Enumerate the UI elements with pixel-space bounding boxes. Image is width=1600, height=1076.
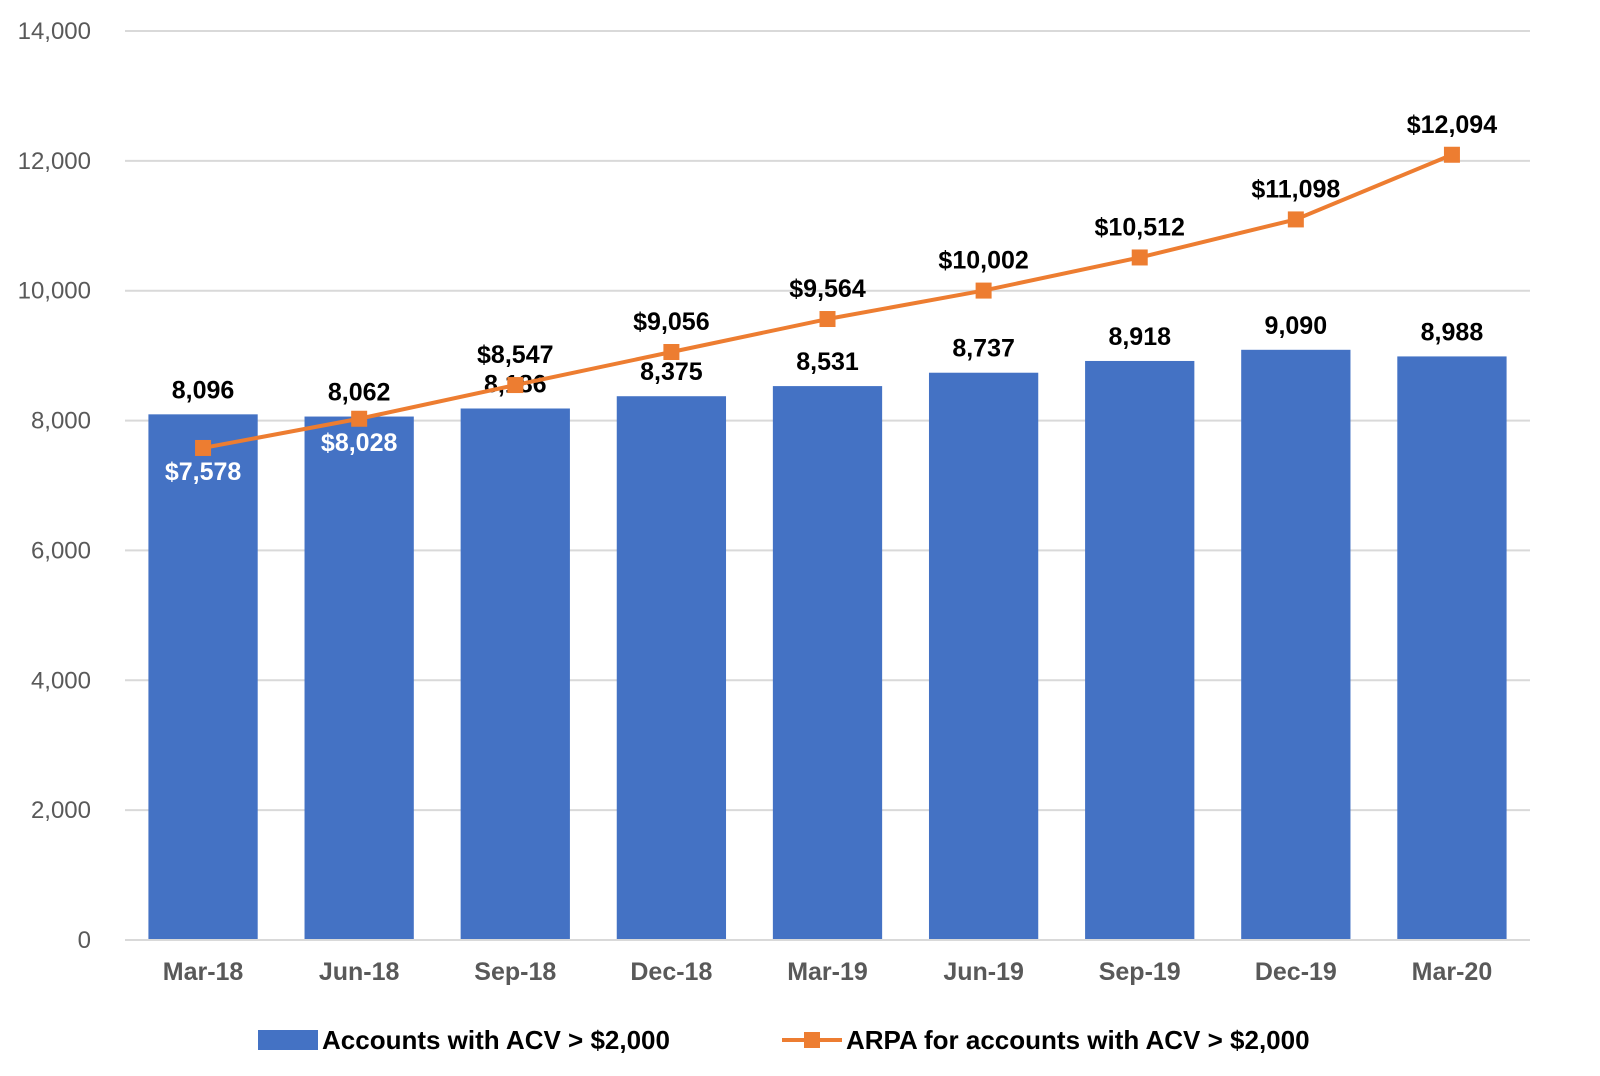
x-tick-label: Sep-19 [1099,958,1181,986]
y-tick-label: 10,000 [18,278,91,305]
x-tick-label: Jun-19 [943,958,1024,986]
y-tick-label: 4,000 [31,667,91,694]
legend-swatch-marker [804,1032,820,1048]
bar [772,386,883,940]
line-data-label: $10,002 [938,247,1028,275]
bar-data-label: 8,375 [640,358,703,386]
line-data-label: $10,512 [1095,213,1185,241]
legend-item-accounts: Accounts with ACV > $2,000 [258,1025,670,1055]
legend-swatch-bar [258,1030,318,1050]
line-point [663,344,680,361]
bar [148,414,258,941]
x-tick-label: Mar-20 [1412,958,1493,986]
y-tick-label: 6,000 [31,537,91,564]
x-tick-label: Jun-18 [319,958,400,986]
y-axis: 0 2,000 4,000 6,000 8,000 10,000 12,000 14,000 [18,18,91,954]
bar [304,416,414,940]
legend: Accounts with ACV > $2,000 ARPA for accou… [258,1025,1310,1055]
bar-data-label: 8,918 [1108,323,1171,351]
bar-data-labels: 8,0968,0628,1868,3758,5318,7378,9189,090… [172,312,1484,407]
bar-data-label: 8,531 [796,348,859,376]
line-point [351,410,368,427]
bar-data-label: 8,062 [328,379,391,407]
line-data-label: $9,056 [633,308,709,336]
line-point [819,311,836,328]
line-point [507,377,524,394]
x-axis: Mar-18 Jun-18 Sep-18 Dec-18 Mar-19 Jun-19 Sep-… [125,939,1530,986]
bar [1241,349,1351,940]
line-data-label: $11,098 [1251,175,1340,203]
legend-item-arpa: ARPA for accounts with ACV > $2,000 [782,1025,1310,1055]
line-point [195,439,212,456]
line-data-label: $12,094 [1407,111,1497,139]
bar-data-label: 8,737 [952,335,1015,363]
legend-label: Accounts with ACV > $2,000 [322,1025,670,1055]
x-tick-label: Dec-18 [630,958,712,986]
x-tick-label: Mar-18 [163,958,244,986]
x-tick-label: Dec-19 [1255,958,1337,986]
line-point [1131,249,1148,266]
bar-data-label: 8,988 [1421,318,1484,346]
line-point [1287,211,1304,228]
bar [928,372,1039,940]
line-data-label: $8,547 [477,341,553,369]
line-data-labels: $7,578 $8,028 $8,547 $9,056 $9,564 $10,002 $10… [165,111,1497,486]
line-series [195,146,1460,456]
y-tick-label: 12,000 [18,148,91,175]
y-tick-label: 2,000 [31,797,91,824]
bar-data-label: 9,090 [1265,312,1328,340]
y-tick-label: 14,000 [18,18,91,45]
bar [460,408,570,940]
line-data-label: $8,028 [321,429,398,457]
y-tick-label: 8,000 [31,408,91,435]
line-data-label: $7,578 [165,458,242,486]
line-data-label: $9,564 [789,275,866,303]
legend-label: ARPA for accounts with ACV > $2,000 [846,1025,1310,1055]
x-tick-label: Sep-18 [474,958,556,986]
x-tick-label: Mar-19 [787,958,868,986]
bar [1085,360,1195,940]
line-point [975,282,992,299]
bar [1397,356,1507,940]
bar-data-label: 8,096 [172,376,235,404]
y-tick-label: 0 [78,927,91,954]
bar-series [148,349,1507,941]
line-point [1443,146,1460,163]
bar [616,396,727,940]
